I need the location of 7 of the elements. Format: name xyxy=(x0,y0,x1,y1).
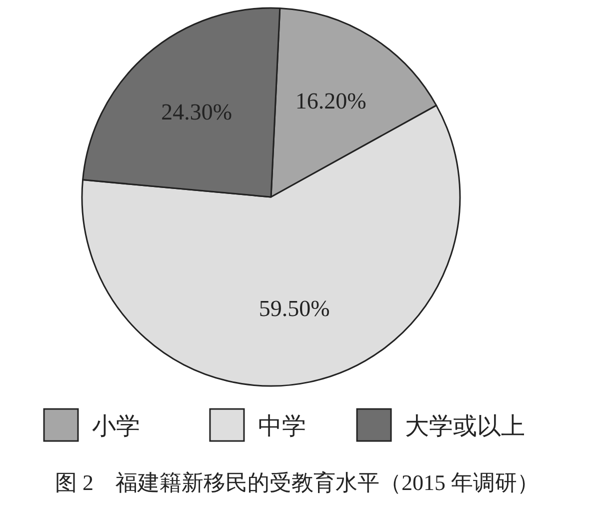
data-label: 24.30% xyxy=(161,99,232,124)
legend-label: 中学 xyxy=(258,414,306,440)
data-label: 16.20% xyxy=(295,88,366,114)
legend-label: 大学或以上 xyxy=(405,414,525,440)
legend-label: 小学 xyxy=(92,414,140,440)
data-label: 59.50% xyxy=(258,296,330,321)
text: 图 2 福建籍新移民的受教育水平（2015 年调研） xyxy=(55,470,539,495)
